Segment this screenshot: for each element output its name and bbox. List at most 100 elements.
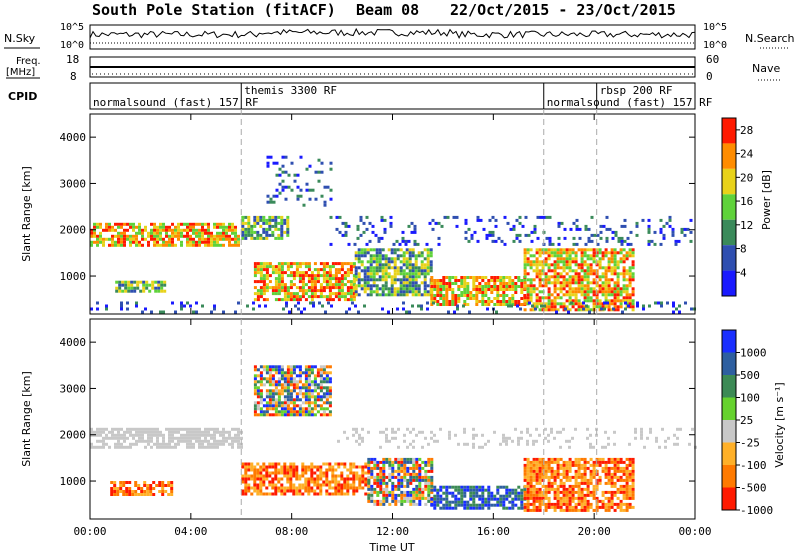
echo-cell <box>601 505 605 509</box>
echo-cell <box>189 433 192 437</box>
echo-cell <box>225 234 228 238</box>
echo-cell <box>598 305 602 309</box>
echo-cell <box>412 439 415 443</box>
echo-cell <box>325 283 329 287</box>
echo-cell <box>113 493 117 496</box>
echo-cell <box>310 271 314 275</box>
noise-axis-right-top: 10^5 <box>703 22 727 33</box>
echo-cell <box>604 266 608 270</box>
echo-cell <box>526 442 529 446</box>
echo-cell <box>163 283 167 287</box>
echo-cell <box>349 483 353 487</box>
echo-cell <box>115 280 119 284</box>
echo-cell <box>289 274 293 278</box>
echo-cell <box>562 281 566 285</box>
echo-cell <box>111 427 114 431</box>
echo-cell <box>355 477 359 481</box>
echo-cell <box>303 307 306 311</box>
echo-cell <box>298 404 302 408</box>
echo-cell <box>544 305 548 309</box>
echo-cell <box>310 274 314 278</box>
echo-cell <box>304 298 308 302</box>
echo-cell <box>213 433 216 437</box>
echo-cell <box>445 300 449 303</box>
echo-cell <box>329 215 333 219</box>
echo-cell <box>292 277 296 281</box>
echo-cell <box>550 293 554 297</box>
echo-cell <box>402 263 406 267</box>
echo-cell <box>234 433 237 437</box>
echo-cell <box>622 469 626 473</box>
echo-cell <box>174 225 177 229</box>
echo-cell <box>604 502 608 506</box>
echo-cell <box>364 471 368 475</box>
echo-cell <box>520 500 524 504</box>
colorbar-tick-label: 100 <box>740 392 760 405</box>
echo-cell <box>619 248 623 252</box>
echo-cell <box>563 227 567 231</box>
echo-cell <box>280 465 284 469</box>
echo-cell <box>402 281 406 285</box>
echo-cell <box>481 279 485 282</box>
echo-cell <box>583 290 587 294</box>
echo-cell <box>373 457 377 461</box>
echo-cell <box>559 302 563 306</box>
echo-cell <box>259 274 263 278</box>
echo-cell <box>292 377 296 381</box>
echo-cell <box>250 224 254 228</box>
echo-cell <box>274 477 278 481</box>
echo-cell <box>241 233 245 237</box>
echo-cell <box>298 286 302 290</box>
echo-cell <box>487 282 491 285</box>
echo-cell <box>286 404 290 408</box>
y-tick-label: 3000 <box>60 177 87 190</box>
echo-cell <box>210 237 213 241</box>
echo-cell <box>541 466 545 470</box>
echo-cell <box>120 301 123 305</box>
echo-cell <box>265 274 269 278</box>
echo-cell <box>515 233 519 237</box>
echo-cell <box>363 284 367 288</box>
echo-cell <box>131 490 135 493</box>
echo-cell <box>298 289 302 293</box>
echo-cell <box>499 503 503 507</box>
echo-cell <box>319 383 323 387</box>
echo-cell <box>399 248 403 252</box>
echo-cell <box>313 295 317 299</box>
echo-cell <box>553 272 557 276</box>
noise-panel: N.Sky 10^5 10^0 10^5 10^0 N.Search <box>4 22 795 51</box>
echo-cell <box>382 472 386 476</box>
echo-cell <box>475 291 479 294</box>
echo-cell <box>616 463 620 467</box>
echo-cell <box>138 430 141 434</box>
echo-cell <box>280 392 284 396</box>
echo-cell <box>547 466 551 470</box>
echo-cell <box>547 290 551 294</box>
echo-cell <box>550 469 554 473</box>
colorbar-tick-label: -100 <box>740 459 767 472</box>
echo-cell <box>583 469 587 473</box>
echo-cell <box>387 266 391 270</box>
echo-cell <box>372 248 376 252</box>
echo-cell <box>301 410 305 414</box>
echo-cell <box>130 289 134 293</box>
echo-cell <box>430 490 434 494</box>
echo-cell <box>445 276 449 279</box>
echo-cell <box>286 215 290 219</box>
echo-cell <box>481 294 485 297</box>
echo-cell <box>556 251 560 255</box>
echo-cell <box>241 227 245 231</box>
echo-cell <box>592 460 596 464</box>
echo-cell <box>346 292 350 296</box>
echo-cell <box>256 386 260 390</box>
echo-cell <box>126 234 129 238</box>
echo-cell <box>565 254 569 258</box>
echo-cell <box>457 279 461 282</box>
echo-cell <box>436 291 440 294</box>
echo-cell <box>577 508 581 512</box>
echo-cell <box>631 299 635 303</box>
echo-cell <box>517 442 520 446</box>
echo-cell <box>280 280 284 284</box>
echo-cell <box>375 290 379 294</box>
echo-cell <box>286 489 290 493</box>
